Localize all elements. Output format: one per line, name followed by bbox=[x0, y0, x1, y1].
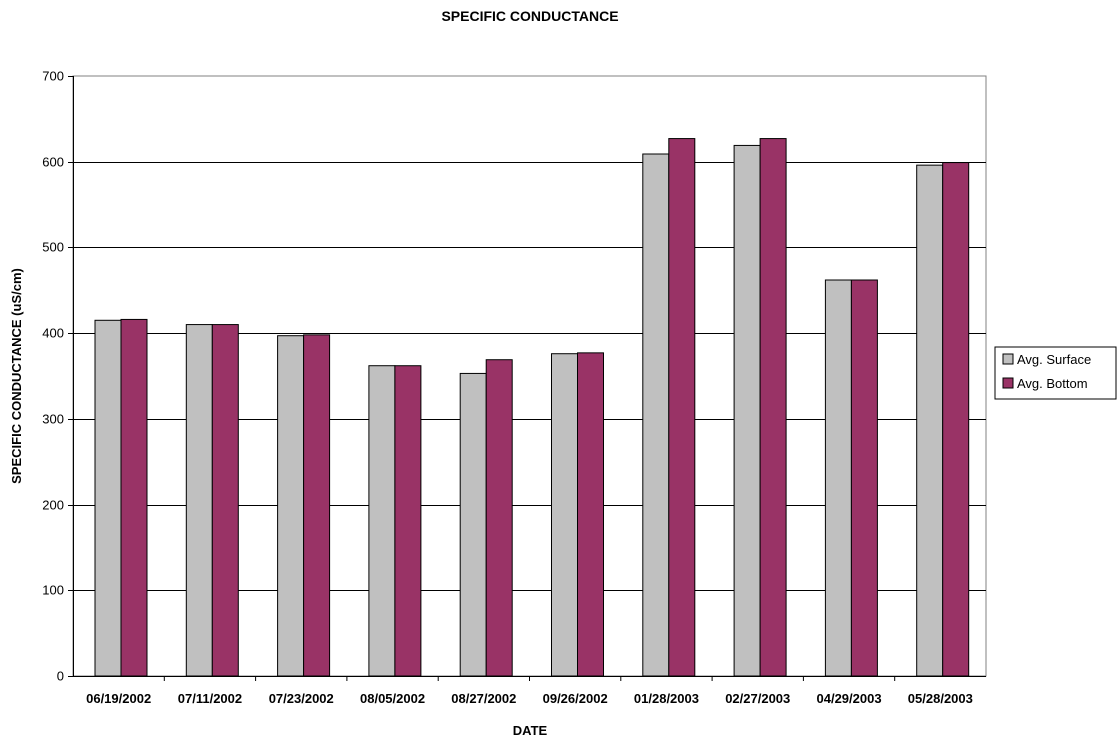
legend-label-surface: Avg. Surface bbox=[1017, 352, 1091, 367]
bar-bottom bbox=[668, 138, 696, 677]
bar-surface bbox=[733, 144, 761, 677]
y-tick-label: 0 bbox=[57, 669, 64, 684]
x-axis-title: DATE bbox=[513, 723, 548, 738]
y-tick-label: 200 bbox=[42, 498, 64, 513]
bar-surface bbox=[277, 335, 305, 677]
bar-bottom bbox=[211, 324, 239, 677]
bar-bottom bbox=[850, 279, 878, 677]
bar-surface bbox=[94, 319, 122, 677]
bar-bottom bbox=[942, 162, 970, 677]
y-axis-title: SPECIFIC CONDUCTANCE (uS/cm) bbox=[9, 268, 24, 484]
bar-bottom bbox=[303, 334, 331, 677]
bar-bottom bbox=[485, 359, 513, 677]
y-tick-label: 700 bbox=[42, 69, 64, 84]
bar-surface bbox=[185, 324, 213, 677]
bar-surface bbox=[916, 164, 944, 677]
x-tick-label: 04/29/2003 bbox=[817, 691, 882, 706]
x-tick-label: 07/23/2002 bbox=[269, 691, 334, 706]
x-tick-label: 01/28/2003 bbox=[634, 691, 699, 706]
chart-title: SPECIFIC CONDUCTANCE bbox=[441, 8, 618, 24]
legend-swatch-bottom bbox=[1002, 377, 1014, 389]
y-tick-label: 300 bbox=[42, 412, 64, 427]
x-tick-label: 06/19/2002 bbox=[86, 691, 151, 706]
bar-bottom bbox=[759, 138, 787, 677]
x-tick-label: 07/11/2002 bbox=[178, 691, 242, 706]
bar-bottom bbox=[120, 318, 148, 677]
y-tick-label: 400 bbox=[42, 326, 64, 341]
bar-surface bbox=[551, 353, 578, 677]
x-tick-label: 02/27/2003 bbox=[725, 691, 790, 706]
x-tick-label: 09/26/2002 bbox=[543, 691, 608, 706]
x-tick-labels: 06/19/2002 07/11/2002 07/23/2002 08/05/2002… bbox=[86, 691, 973, 706]
y-tick-labels: 0 100 200 300 400 500 600 700 bbox=[42, 69, 64, 684]
legend-label-bottom: Avg. Bottom bbox=[1017, 376, 1088, 391]
x-tick-label: 08/27/2002 bbox=[451, 691, 516, 706]
bar-surface bbox=[824, 279, 852, 677]
bar-surface bbox=[642, 153, 670, 677]
bar-bottom bbox=[394, 365, 422, 677]
x-tick-label: 08/05/2002 bbox=[360, 691, 425, 706]
bars bbox=[94, 138, 970, 677]
x-tick-label: 05/28/2003 bbox=[908, 691, 973, 706]
legend: Avg. Surface Avg. Bottom bbox=[994, 346, 1117, 400]
bar-surface bbox=[368, 365, 396, 677]
axes bbox=[68, 76, 986, 681]
legend-box bbox=[994, 346, 1117, 400]
bar-surface bbox=[459, 372, 487, 677]
y-tick-label: 100 bbox=[42, 583, 64, 598]
legend-swatch-surface bbox=[1002, 353, 1014, 365]
bar-bottom bbox=[577, 352, 604, 677]
y-tick-label: 600 bbox=[42, 155, 64, 170]
y-tick-label: 500 bbox=[42, 240, 64, 255]
